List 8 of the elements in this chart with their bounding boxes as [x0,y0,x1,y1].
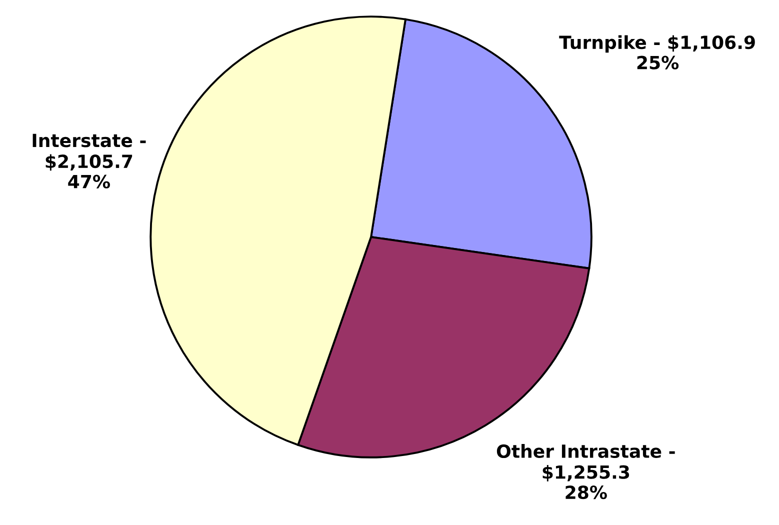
data-label: $1,255.3 [542,464,630,482]
slice-label: Turnpike - $1,106.9 [559,35,755,53]
text: 25% [637,56,679,70]
data-label: $2,105.7 [46,154,132,171]
text: 28% [566,486,607,500]
slice-label: Other Intrastate - [496,444,675,458]
text: 47% [68,174,110,188]
slice-label: Interstate - [32,134,146,148]
